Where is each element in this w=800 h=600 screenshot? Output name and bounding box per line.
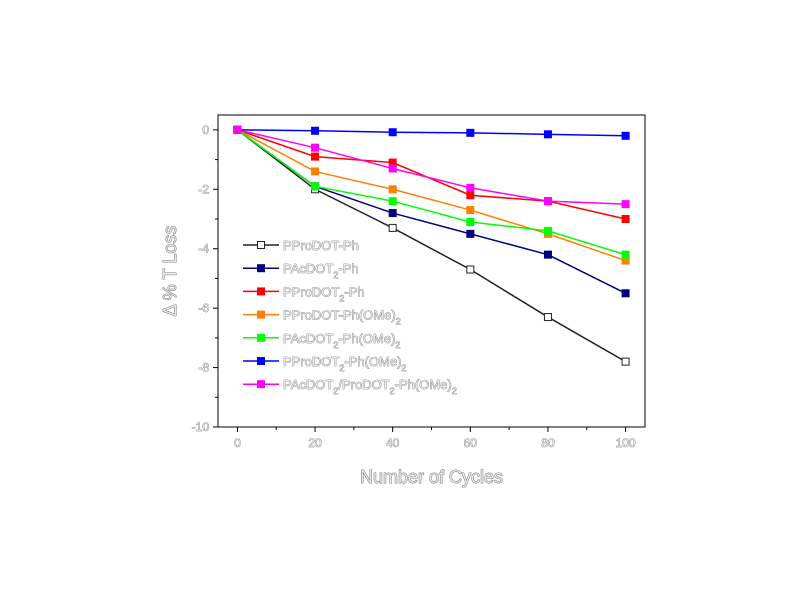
legend-marker (257, 287, 265, 296)
y-tick-label: -6 (198, 301, 209, 315)
legend-marker (257, 264, 265, 273)
legend-item-3: PProDOT2-Ph (243, 284, 365, 304)
data-point (311, 167, 320, 176)
legend-label: PProDOT2-Ph(OMe)2 (283, 354, 406, 373)
series-3 (233, 125, 630, 223)
data-point (388, 223, 397, 232)
legend-label: PProDOT-Ph (283, 238, 359, 253)
legend-marker (257, 241, 265, 249)
legend-item-4: PProDOT-Ph(OMe)2 (243, 307, 401, 327)
x-tick-label: 40 (386, 436, 400, 450)
data-point (621, 200, 630, 209)
data-point (466, 191, 475, 200)
legend-label: PAcDOT2/ProDOT2-Ph(OMe)2 (283, 377, 457, 396)
y-tick-label: -2 (198, 182, 209, 196)
y-axis-title: Δ % T Loss (160, 226, 180, 317)
data-point (466, 265, 475, 274)
x-tick-label: 60 (464, 436, 478, 450)
data-point (311, 152, 320, 161)
data-point (388, 197, 397, 206)
data-point (388, 164, 397, 173)
data-point (388, 185, 397, 194)
data-point (543, 130, 552, 139)
data-point (621, 215, 630, 223)
x-axis-title: Number of Cycles (360, 467, 503, 487)
legend-item-7: PAcDOT2/ProDOT2-Ph(OMe)2 (243, 377, 457, 397)
data-point (543, 226, 552, 235)
series-7 (233, 125, 630, 209)
legend-marker (257, 357, 265, 365)
data-point (543, 197, 552, 206)
series-line (236, 129, 626, 256)
x-tick-label: 20 (308, 436, 322, 450)
data-point (466, 229, 475, 238)
legend-label: PProDOT-Ph(OMe)2 (283, 308, 401, 327)
data-point (233, 125, 242, 134)
legend-label: PAcDOT2-Ph (283, 261, 359, 280)
legend-marker (257, 380, 265, 389)
data-point (311, 143, 320, 152)
data-point (621, 357, 630, 366)
data-point (311, 182, 320, 191)
y-tick-label: -4 (198, 242, 209, 256)
data-point (543, 313, 552, 322)
legend-label: PProDOT2-Ph (283, 284, 365, 303)
legend-marker (257, 310, 265, 319)
data-point (388, 209, 397, 218)
data-point (311, 126, 320, 135)
y-tick-label: -10 (192, 420, 210, 434)
legend-item-1: PProDOT-Ph (243, 238, 359, 253)
axis-ticks: 0 20 40 60 80 100 0 -2 -4 -6 -8 -10 (191, 123, 636, 451)
series-layer (233, 125, 630, 366)
y-tick-label: 0 (202, 123, 209, 137)
series-line (237, 129, 626, 205)
legend: PProDOT-Ph PAcDOT2-Ph PProDOT2-Ph PProDOT-P… (243, 238, 457, 397)
data-point (466, 128, 475, 137)
x-tick-label: 80 (541, 436, 555, 450)
data-point (621, 250, 630, 259)
series-line (237, 129, 626, 137)
data-point (543, 250, 552, 259)
legend-marker (257, 333, 265, 342)
data-point (621, 289, 630, 298)
data-point (466, 183, 475, 192)
series-line (237, 129, 626, 262)
data-point (388, 128, 397, 137)
legend-label: PAcDOT2-Ph(OMe)2 (283, 331, 400, 350)
series-5 (233, 125, 630, 259)
x-tick-label: 100 (616, 436, 636, 450)
series-line (236, 129, 626, 363)
y-tick-label: -8 (198, 361, 209, 375)
series-6 (233, 125, 630, 140)
data-point (466, 217, 475, 226)
x-tick-label: 0 (234, 436, 241, 450)
legend-item-5: PAcDOT2-Ph(OMe)2 (243, 330, 401, 350)
data-point (466, 206, 475, 215)
data-point (621, 131, 630, 140)
legend-item-2: PAcDOT2-Ph (243, 261, 359, 281)
legend-item-6: PProDOT2-Ph(OMe)2 (243, 354, 407, 373)
